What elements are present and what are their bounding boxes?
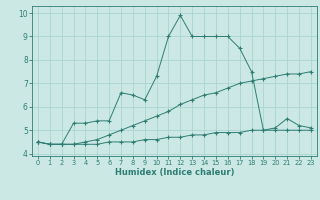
X-axis label: Humidex (Indice chaleur): Humidex (Indice chaleur) <box>115 168 234 177</box>
